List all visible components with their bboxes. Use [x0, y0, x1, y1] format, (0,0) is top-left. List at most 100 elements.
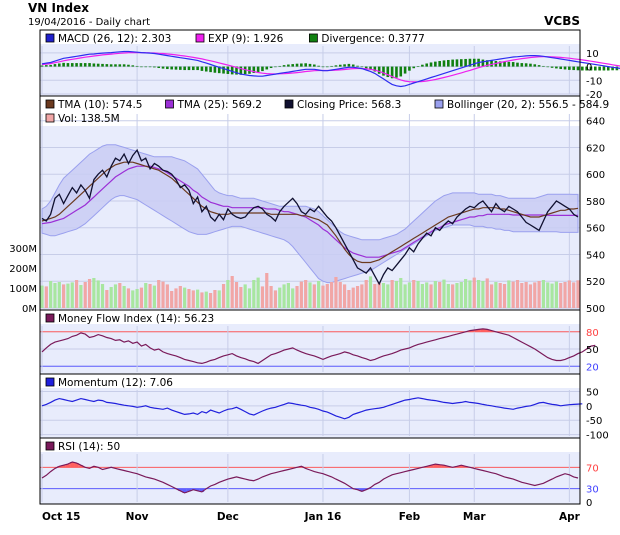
x-axis-label: Mar: [463, 511, 487, 523]
divergence-bar: [451, 59, 454, 67]
volume-tick-label: 300M: [9, 244, 37, 255]
volume-bar: [74, 280, 79, 308]
volume-bar: [217, 290, 221, 308]
momentum-tick-label: 50: [586, 387, 599, 398]
macd-legend-swatch: [308, 33, 318, 43]
divergence-bar: [550, 66, 554, 68]
volume-bar: [364, 280, 368, 308]
divergence-bar: [464, 58, 467, 67]
divergence-bar: [204, 66, 208, 72]
x-axis-label: Oct 15: [42, 511, 80, 523]
divergence-bar: [122, 64, 126, 67]
divergence-bar: [256, 66, 260, 73]
divergence-bar: [542, 65, 545, 67]
mfi-legend-swatch: [45, 313, 55, 323]
macd-tick-label: -10: [586, 76, 602, 87]
divergence-bar: [213, 66, 217, 73]
volume-bar: [451, 284, 455, 308]
volume-bar: [546, 282, 550, 308]
divergence-bar: [524, 63, 528, 67]
price-tick-label: 620: [586, 143, 605, 154]
divergence-bar: [196, 66, 199, 71]
divergence-bar: [243, 66, 247, 75]
divergence-bar: [416, 66, 420, 67]
volume-bar: [524, 282, 528, 308]
volume-bar: [321, 285, 325, 308]
volume-bar: [507, 280, 511, 308]
volume-tick-label: 100M: [9, 284, 37, 295]
divergence-bar: [92, 63, 96, 67]
momentum-tick-label: -50: [586, 416, 602, 427]
volume-bar: [550, 283, 554, 308]
volume-bar: [394, 281, 399, 308]
volume-bar: [113, 284, 118, 308]
price-legend-label: TMA (10): 574.5: [57, 99, 142, 111]
mfi-legend-bar: [40, 310, 580, 324]
chart-title: VN Index: [28, 1, 89, 15]
volume-bar: [53, 283, 57, 308]
x-axis-label: Jan 16: [304, 511, 342, 523]
volume-bar: [83, 282, 87, 308]
divergence-bar: [313, 64, 316, 67]
divergence-bar: [295, 63, 299, 67]
rsi-tick-label: 30: [586, 485, 599, 496]
price-legend-swatch: [165, 99, 174, 109]
divergence-bar: [481, 59, 485, 67]
axis-tick-layer: -20-100105005205405605806006206400M100M2…: [9, 49, 608, 509]
volume-bar: [247, 288, 252, 308]
divergence-bar: [447, 59, 450, 67]
volume-bar: [308, 282, 312, 308]
volume-bar: [485, 278, 489, 308]
volume-bar: [165, 284, 169, 308]
price-tick-label: 520: [586, 277, 605, 288]
volume-bar: [286, 283, 290, 308]
price-tick-label: 640: [586, 117, 605, 128]
volume-bar: [442, 279, 446, 308]
volume-bar: [131, 290, 135, 308]
x-axis-label: Nov: [126, 511, 149, 523]
mfi-overbought-fill: [472, 330, 477, 332]
divergence-bar: [40, 65, 44, 67]
volume-bar: [325, 284, 329, 308]
divergence-bar: [300, 63, 303, 67]
divergence-bar: [606, 66, 610, 71]
volume-bar: [502, 284, 507, 308]
mfi-overbought-fill: [480, 328, 486, 332]
volume-bar: [49, 281, 53, 308]
volume-tick-label: 200M: [9, 264, 37, 275]
volume-bar: [187, 289, 191, 308]
divergence-bar: [364, 66, 368, 69]
volume-bar: [368, 276, 373, 308]
divergence-bar: [53, 64, 57, 67]
momentum-line: [41, 397, 583, 420]
divergence-bar: [585, 66, 588, 71]
volume-bar: [433, 281, 437, 308]
brand-label: VCBS: [544, 14, 580, 28]
volume-bar: [152, 285, 156, 308]
volume-bar: [170, 291, 174, 308]
rsi-oversold-fill: [199, 488, 205, 492]
volume-bar: [494, 282, 498, 308]
volume-bar: [455, 283, 459, 308]
volume-bar: [126, 288, 131, 308]
divergence-bar: [347, 63, 351, 67]
volume-bar: [62, 284, 66, 308]
divergence-bar: [75, 63, 78, 67]
volume-bar: [429, 284, 433, 308]
volume-bar: [234, 282, 239, 308]
volume-bar: [183, 287, 187, 308]
volume-bar: [390, 280, 394, 308]
volume-bar: [252, 280, 256, 308]
macd-line: [41, 50, 620, 88]
rsi-overbought-fill: [441, 465, 447, 468]
price-tick-label: 560: [586, 224, 605, 235]
volume-bar: [537, 281, 541, 308]
divergence-bar: [537, 65, 541, 67]
divergence-bar: [217, 66, 221, 74]
rsi-overbought-fill: [459, 465, 464, 468]
mfi-tick-label: 20: [586, 362, 599, 373]
volume-bar: [96, 280, 100, 308]
macd-tick-label: 10: [586, 49, 599, 60]
divergence-bar: [334, 65, 338, 67]
divergence-bar: [468, 58, 472, 67]
